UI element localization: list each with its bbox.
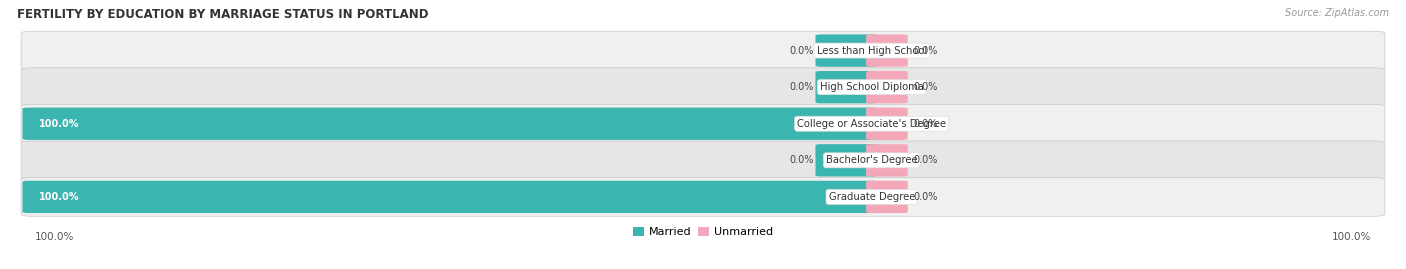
Text: 0.0%: 0.0% bbox=[790, 82, 814, 92]
Text: College or Associate's Degree: College or Associate's Degree bbox=[797, 119, 946, 129]
Legend: Married, Unmarried: Married, Unmarried bbox=[628, 222, 778, 242]
Text: 100.0%: 100.0% bbox=[35, 232, 75, 242]
Text: 100.0%: 100.0% bbox=[39, 119, 80, 129]
Text: Bachelor's Degree: Bachelor's Degree bbox=[825, 155, 918, 165]
FancyBboxPatch shape bbox=[21, 68, 1385, 107]
FancyBboxPatch shape bbox=[866, 34, 908, 67]
Text: 0.0%: 0.0% bbox=[914, 45, 938, 56]
Text: 100.0%: 100.0% bbox=[1331, 232, 1371, 242]
FancyBboxPatch shape bbox=[815, 144, 877, 176]
Text: 0.0%: 0.0% bbox=[914, 119, 938, 129]
Text: 0.0%: 0.0% bbox=[790, 155, 814, 165]
FancyBboxPatch shape bbox=[22, 181, 877, 213]
Text: Graduate Degree: Graduate Degree bbox=[828, 192, 915, 202]
FancyBboxPatch shape bbox=[866, 181, 908, 213]
FancyBboxPatch shape bbox=[21, 178, 1385, 216]
Text: 100.0%: 100.0% bbox=[39, 192, 80, 202]
FancyBboxPatch shape bbox=[866, 144, 908, 176]
FancyBboxPatch shape bbox=[21, 104, 1385, 143]
Text: 0.0%: 0.0% bbox=[914, 82, 938, 92]
FancyBboxPatch shape bbox=[22, 108, 877, 140]
Text: Source: ZipAtlas.com: Source: ZipAtlas.com bbox=[1285, 8, 1389, 18]
FancyBboxPatch shape bbox=[21, 31, 1385, 70]
FancyBboxPatch shape bbox=[866, 108, 908, 140]
Text: 0.0%: 0.0% bbox=[914, 192, 938, 202]
FancyBboxPatch shape bbox=[815, 34, 877, 67]
Text: 0.0%: 0.0% bbox=[914, 155, 938, 165]
Text: Less than High School: Less than High School bbox=[817, 45, 927, 56]
Text: FERTILITY BY EDUCATION BY MARRIAGE STATUS IN PORTLAND: FERTILITY BY EDUCATION BY MARRIAGE STATU… bbox=[17, 8, 429, 21]
Text: 0.0%: 0.0% bbox=[790, 45, 814, 56]
FancyBboxPatch shape bbox=[815, 71, 877, 103]
Text: High School Diploma: High School Diploma bbox=[820, 82, 924, 92]
FancyBboxPatch shape bbox=[21, 141, 1385, 180]
FancyBboxPatch shape bbox=[866, 71, 908, 103]
